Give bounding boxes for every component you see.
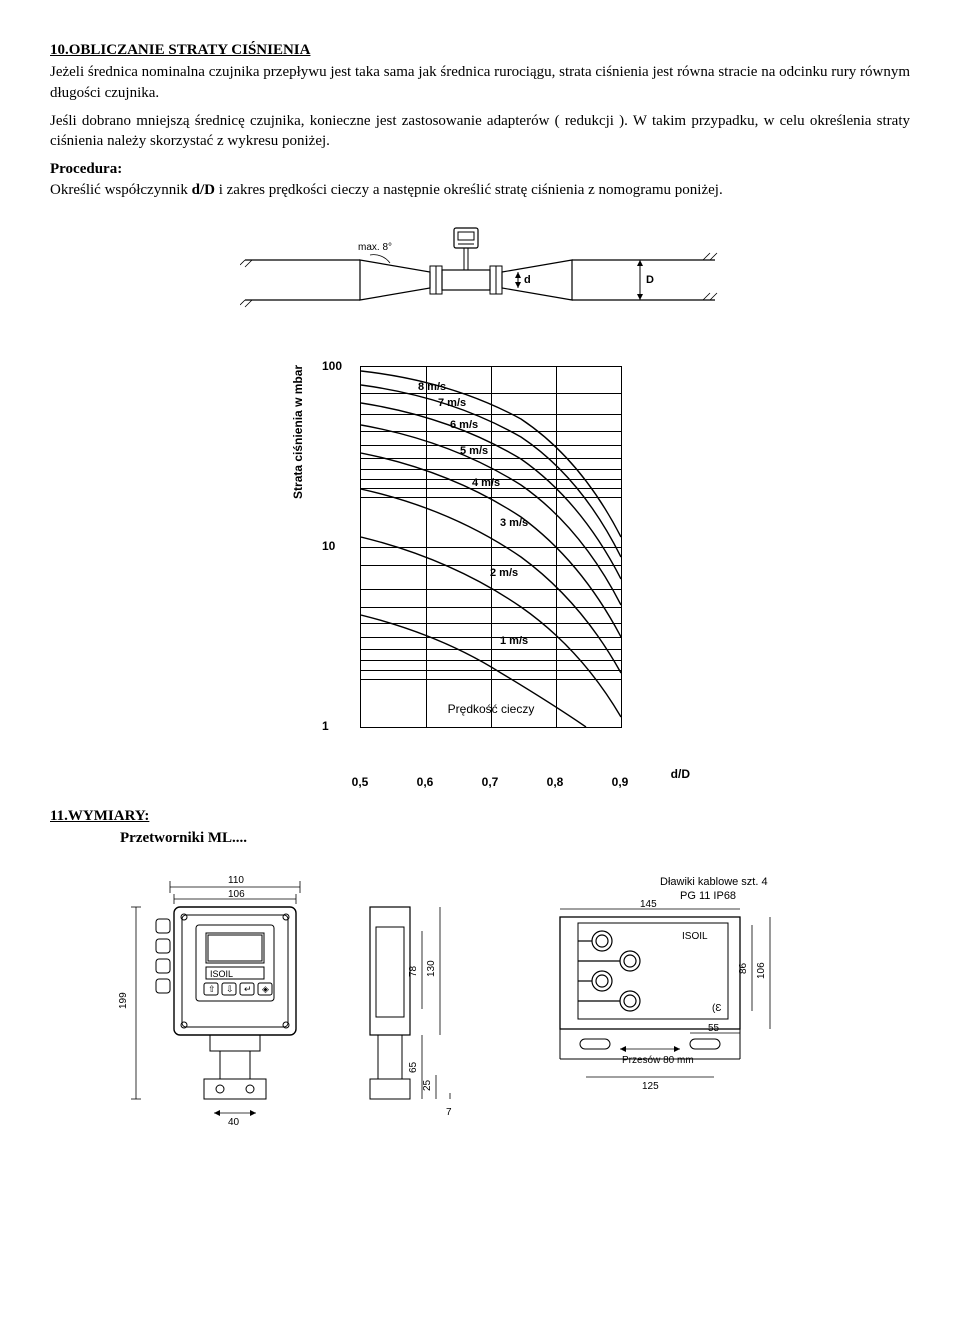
ytick-1: 1 bbox=[322, 718, 329, 734]
front-brand: ISOIL bbox=[210, 969, 233, 979]
dim-25: 25 bbox=[422, 1079, 433, 1091]
grid-hline bbox=[361, 660, 621, 661]
curve-label: 6 m/s bbox=[450, 418, 478, 433]
svg-text:↵: ↵ bbox=[244, 984, 252, 994]
section11-subheading: Przetworniki ML.... bbox=[120, 828, 910, 848]
gland-label: Dławiki kablowe szt. 4 bbox=[660, 876, 768, 888]
curve-label: 1 m/s bbox=[500, 634, 528, 649]
grid-hline bbox=[361, 623, 621, 624]
D-label: D bbox=[646, 274, 654, 286]
curve-label: 8 m/s bbox=[418, 380, 446, 395]
svg-text:⇧: ⇧ bbox=[208, 984, 216, 994]
right-brand: ISOIL bbox=[682, 931, 708, 942]
chart-xlabel: d/D bbox=[671, 766, 690, 782]
svg-text:⇩: ⇩ bbox=[226, 984, 234, 994]
curve bbox=[361, 537, 621, 717]
grid-hline bbox=[361, 649, 621, 650]
pg-label: PG 11 IP68 bbox=[680, 890, 736, 902]
dim-40: 40 bbox=[228, 1117, 240, 1128]
grid-hline bbox=[361, 607, 621, 608]
dim-65: 65 bbox=[408, 1061, 419, 1073]
xtick-06: 0,6 bbox=[417, 774, 434, 790]
curve-label: 3 m/s bbox=[500, 516, 528, 531]
procedure-text-pre: Określić współczynnik bbox=[50, 182, 192, 198]
grid-hline bbox=[361, 431, 621, 432]
dim-145: 145 bbox=[640, 899, 657, 910]
chart-inner-label: Prędkość cieczy bbox=[448, 701, 535, 717]
curve-label: 4 m/s bbox=[472, 476, 500, 491]
sensor-pipe-diagram: max. 8° d D bbox=[50, 220, 910, 336]
dim-106: 106 bbox=[228, 889, 245, 900]
curve-label: 5 m/s bbox=[460, 444, 488, 459]
xtick-07: 0,7 bbox=[482, 774, 499, 790]
section10-para1: Jeżeli średnica nominalna czujnika przep… bbox=[50, 62, 910, 103]
grid-hline bbox=[361, 637, 621, 638]
dim-106: 106 bbox=[756, 961, 767, 978]
procedure-text: Określić współczynnik d/D i zakres prędk… bbox=[50, 180, 910, 200]
section10-para2: Jeśli dobrano mniejszą średnicę czujnika… bbox=[50, 111, 910, 152]
grid-hline bbox=[361, 679, 621, 680]
curve-label: 7 m/s bbox=[438, 396, 466, 411]
svg-text:(Ɛ: (Ɛ bbox=[712, 1003, 721, 1014]
xtick-08: 0,8 bbox=[547, 774, 564, 790]
section10-heading: 10.OBLICZANIE STRATY CIŚNIENIA bbox=[50, 40, 910, 60]
grid-hline bbox=[361, 414, 621, 415]
grid-hline bbox=[361, 589, 621, 590]
press-label: Przesów 80 mm bbox=[622, 1055, 694, 1066]
grid-hline bbox=[361, 445, 621, 446]
grid-hline bbox=[361, 458, 621, 459]
ytick-10: 10 bbox=[322, 538, 335, 554]
xtick-09: 0,9 bbox=[612, 774, 629, 790]
procedure-bold: d/D bbox=[192, 182, 215, 198]
svg-text:◈: ◈ bbox=[262, 984, 269, 994]
dim-7: 7 bbox=[446, 1107, 452, 1118]
dim-125: 125 bbox=[642, 1081, 659, 1092]
dim-86: 86 bbox=[738, 962, 749, 974]
section11-heading: 11.WYMIARY: bbox=[50, 806, 910, 826]
xtick-05: 0,5 bbox=[352, 774, 369, 790]
procedure-text-post: i zakres prędkości cieczy a następnie ok… bbox=[215, 182, 723, 198]
grid-hline bbox=[361, 497, 621, 498]
chart-plot-area: Prędkość cieczy bbox=[360, 366, 622, 728]
grid-hline bbox=[361, 670, 621, 671]
dim-110: 110 bbox=[228, 875, 244, 886]
ml-transmitter-drawings: 110 106 ISOIL ⇧ ⇩ ↵ ◈ bbox=[50, 869, 910, 1155]
dim-130: 130 bbox=[426, 959, 437, 976]
nomogram-chart: Strata ciśnienia w mbar 100 10 1 0,5 0,6… bbox=[300, 356, 660, 776]
ytick-100: 100 bbox=[322, 358, 342, 374]
curve bbox=[361, 403, 621, 579]
curve bbox=[361, 371, 621, 537]
curve-label: 2 m/s bbox=[490, 566, 518, 581]
d-label: d bbox=[524, 274, 531, 286]
grid-hline bbox=[361, 393, 621, 394]
procedure-label: Procedura: bbox=[50, 159, 910, 179]
chart-ylabel: Strata ciśnienia w mbar bbox=[290, 365, 306, 499]
dim-199: 199 bbox=[118, 991, 129, 1008]
dim-78: 78 bbox=[408, 965, 419, 977]
grid-hline bbox=[361, 469, 621, 470]
dim-55: 55 bbox=[708, 1023, 720, 1034]
angle-label: max. 8° bbox=[358, 242, 392, 253]
